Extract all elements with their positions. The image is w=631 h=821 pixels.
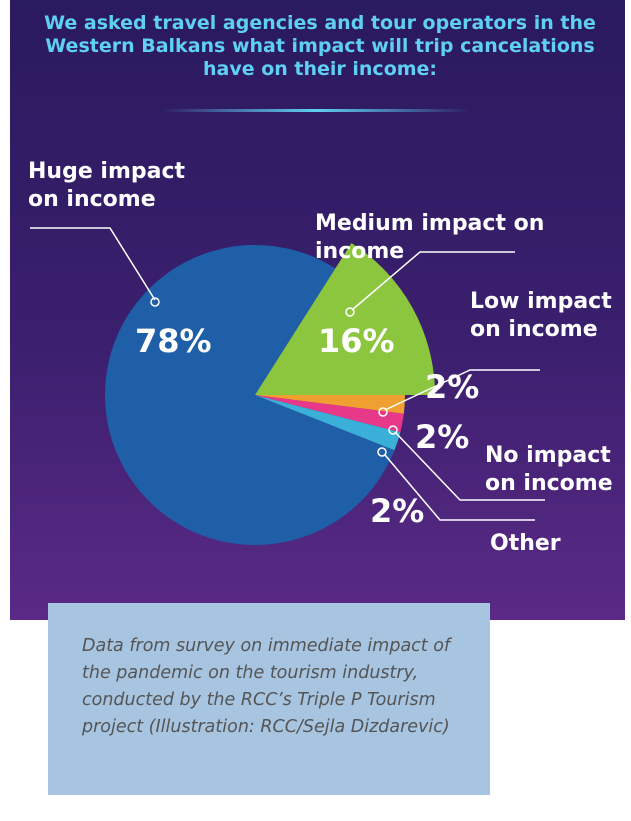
category-label: Huge impact on income	[28, 159, 186, 212]
leader-lines	[30, 227, 545, 521]
category-label: Medium impact on income	[315, 211, 545, 264]
pie-slice	[105, 244, 395, 545]
pie-slice	[255, 395, 405, 414]
pie-slice	[255, 395, 401, 451]
category-label: Low impact on income	[470, 289, 612, 342]
title: We asked travel agencies and tour operat…	[44, 12, 596, 80]
chart	[30, 109, 545, 545]
caption: Data from survey on immediate impact of …	[48, 603, 490, 795]
value-label: 78%	[135, 322, 212, 360]
pie	[105, 243, 435, 545]
pie-slice	[255, 395, 404, 433]
title-underline	[160, 109, 470, 112]
category-label: No impact on income	[485, 443, 613, 496]
value-label: 16%	[318, 322, 395, 360]
value-label: 2%	[415, 418, 470, 456]
pie-slice	[255, 243, 435, 395]
value-label: 2%	[425, 368, 480, 406]
category-label: Other	[490, 531, 561, 556]
value-label: 2%	[370, 492, 425, 530]
